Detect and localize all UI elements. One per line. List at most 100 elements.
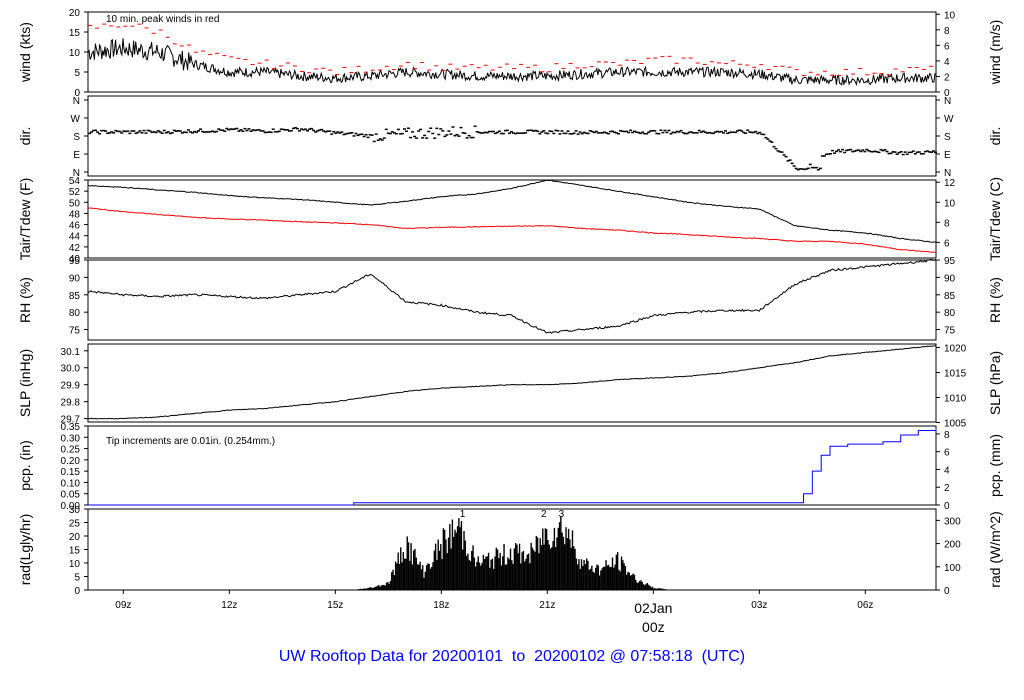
date-marker-day: 02Jan <box>634 600 672 616</box>
slp-ylabel-left: SLP (inHg) <box>17 349 33 417</box>
rad-ticklabel-left: 10 <box>69 559 81 570</box>
wind-ticklabel-right: 0 <box>944 88 950 99</box>
dir-ticklabel-right: S <box>944 132 951 143</box>
slp-ticklabel-left: 29.8 <box>61 398 81 409</box>
pcp-ticklabel-left: 0.35 <box>61 422 81 433</box>
wind-ticklabel-left: 10 <box>69 48 81 59</box>
pcp-ticklabel-left: 0.05 <box>61 490 81 501</box>
dir-ylabel-left: dir. <box>17 127 33 146</box>
rad-ticklabel-left: 20 <box>69 532 81 543</box>
temp-ticklabel-right: 10 <box>944 198 956 209</box>
dir-ticklabel-right: N <box>944 168 951 179</box>
wind-ylabel-right: wind (m/s) <box>987 20 1003 86</box>
rad-marker-1: 1 <box>460 509 466 520</box>
pcp-ticklabel-right: 0 <box>944 501 950 512</box>
temp-ticklabel-left: 52 <box>69 187 81 198</box>
temp-panel-frame <box>87 179 937 259</box>
rad-ticklabel-right: 200 <box>944 540 961 551</box>
dir-ticklabel-left: N <box>73 96 80 107</box>
x-ticklabel: 12z <box>221 600 237 611</box>
rad-ticklabel-left: 15 <box>69 546 81 557</box>
wind-annotation: 10 min. peak winds in red <box>106 14 219 25</box>
slp-ticklabel-left: 29.7 <box>61 415 81 426</box>
pcp-ticklabel-left: 0.00 <box>61 501 81 512</box>
slp-ylabel-right: SLP (hPa) <box>987 351 1003 415</box>
rad-ticklabel-right: 0 <box>944 586 950 597</box>
temp-ticklabel-left: 46 <box>69 221 81 232</box>
rh-ticklabel-right: 95 <box>944 256 956 267</box>
slp-series-line-main <box>87 345 937 420</box>
temp-ylabel-left: Tair/Tdew (F) <box>17 178 33 260</box>
pcp-ticklabel-right: 4 <box>944 465 950 476</box>
rad-ticklabel-right: 100 <box>944 563 961 574</box>
wind-ticklabel-left: 5 <box>74 68 80 79</box>
rad-ticklabel-left: 5 <box>74 573 80 584</box>
dir-ticklabel-right: W <box>944 114 954 125</box>
slp-ticklabel-left: 30.0 <box>61 364 81 375</box>
pcp-ticklabel-left: 0.20 <box>61 456 81 467</box>
pcp-annotation: Tip increments are 0.01in. (0.254mm.) <box>106 436 275 447</box>
dir-ticklabel-right: N <box>944 96 951 107</box>
pcp-ticklabel-right: 6 <box>944 448 950 459</box>
rad-ylabel-right: rad (W/m^2) <box>987 511 1003 588</box>
slp-ticklabel-right: 1005 <box>944 419 967 430</box>
footer-title: UW Rooftop Data for 20200101 to 20200102… <box>278 648 746 665</box>
temp-ticklabel-left: 42 <box>69 243 81 254</box>
wind-ticklabel-left: 20 <box>69 8 81 19</box>
rad-ticklabel-right: 300 <box>944 516 961 527</box>
dir-ticklabel-right: E <box>944 150 951 161</box>
x-ticklabel: 18z <box>433 600 449 611</box>
wind-ticklabel-left: 15 <box>69 28 81 39</box>
temp-ticklabel-left: 50 <box>69 198 81 209</box>
rh-ticklabel-right: 80 <box>944 308 956 319</box>
temp-ticklabel-left: 48 <box>69 209 81 220</box>
slp-panel-frame <box>87 343 937 423</box>
temp-ticklabel-left: 54 <box>69 176 81 187</box>
precip-line <box>88 428 937 506</box>
slp-ticklabel-right: 1020 <box>944 344 967 355</box>
wind-ylabel-left: wind (kts) <box>17 22 33 83</box>
pcp-panel-frame <box>87 425 937 506</box>
dir-ticklabel-left: N <box>73 168 80 179</box>
rh-ylabel-right: RH (%) <box>987 277 1003 323</box>
date-marker-hour: 00z <box>642 619 665 635</box>
temp-series-line-Tdew <box>87 207 937 254</box>
temp-ticklabel-right: 6 <box>944 238 950 249</box>
temp-series-line-Tair <box>87 179 937 243</box>
dir-ticklabel-left: E <box>73 150 80 161</box>
pcp-ticklabel-left: 0.30 <box>61 433 81 444</box>
x-ticklabel: 03z <box>751 600 767 611</box>
pcp-ticklabel-left: 0.25 <box>61 445 81 456</box>
dir-ticklabel-left: W <box>71 114 81 125</box>
rh-ticklabel-left: 85 <box>69 291 81 302</box>
rad-marker-2: 2 <box>541 509 547 520</box>
slp-ticklabel-left: 30.1 <box>61 347 81 358</box>
wind-ticklabel-right: 8 <box>944 26 950 37</box>
wind-ticklabel-right: 4 <box>944 57 950 68</box>
temp-ylabel-right: Tair/Tdew (C) <box>987 177 1003 261</box>
rh-ticklabel-right: 85 <box>944 291 956 302</box>
rad-ylabel-left: rad(Lgly/hr) <box>17 514 33 586</box>
rad-ticklabel-left: 0 <box>74 586 80 597</box>
temp-ticklabel-left: 40 <box>69 254 81 265</box>
slp-ticklabel-right: 1010 <box>944 394 967 405</box>
rh-ticklabel-right: 90 <box>944 273 956 284</box>
slp-ticklabel-right: 1015 <box>944 369 967 380</box>
wind-ticklabel-left: 0 <box>74 88 80 99</box>
rh-ylabel-left: RH (%) <box>17 277 33 323</box>
x-ticklabel: 21z <box>539 600 555 611</box>
rh-ticklabel-right: 75 <box>944 326 956 337</box>
rh-ticklabel-left: 90 <box>69 273 81 284</box>
pcp-ticklabel-right: 2 <box>944 483 950 494</box>
wind-ticklabel-right: 2 <box>944 72 950 83</box>
dir-ticklabel-left: S <box>73 132 80 143</box>
pcp-ylabel-right: pcp. (mm) <box>987 434 1003 497</box>
slp-ticklabel-left: 29.9 <box>61 381 81 392</box>
x-ticklabel: 06z <box>857 600 873 611</box>
pcp-ticklabel-left: 0.15 <box>61 467 81 478</box>
pcp-ylabel-left: pcp. (in) <box>17 440 33 491</box>
rad-marker-3: 3 <box>559 509 565 520</box>
wind-speed-line <box>87 38 937 87</box>
